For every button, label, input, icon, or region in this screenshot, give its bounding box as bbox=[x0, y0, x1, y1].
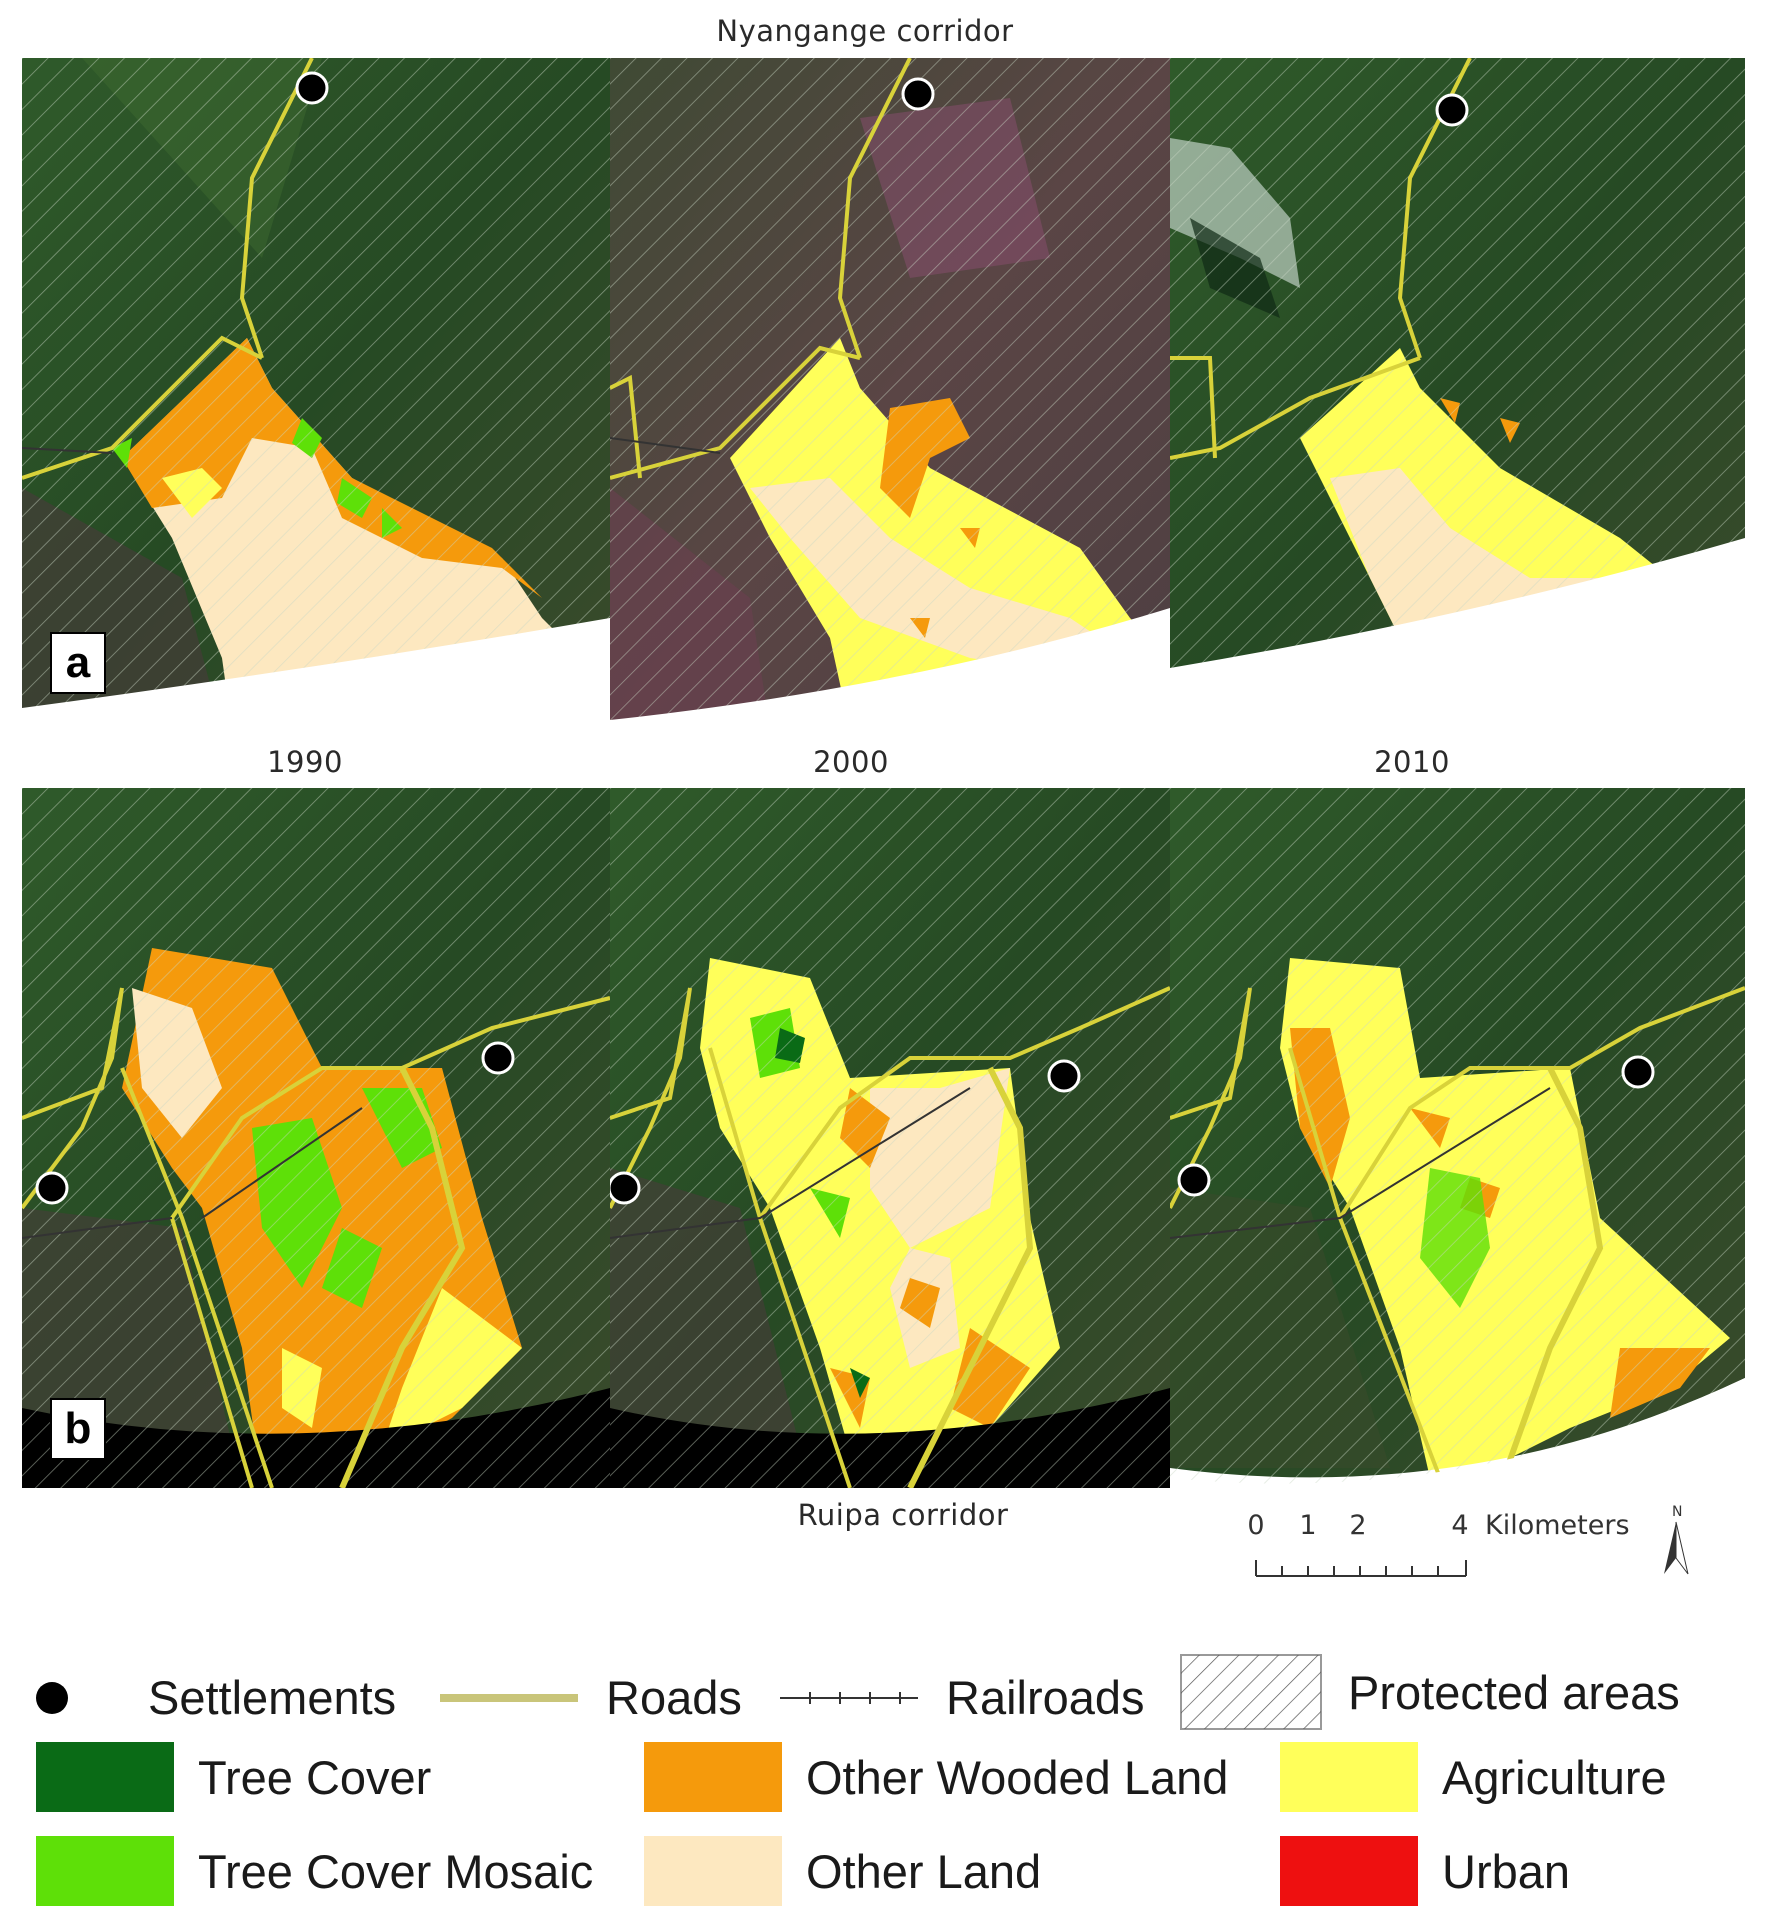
legend: Settlements Roads Railroads Protected ar… bbox=[0, 1640, 1767, 1923]
legend-class-other-land: Other Land bbox=[644, 1836, 1041, 1906]
map-panel-a-2010 bbox=[1170, 58, 1745, 730]
swatch-agriculture bbox=[1280, 1742, 1418, 1812]
map-panel-b-2000 bbox=[610, 788, 1170, 1488]
legend-tree-cover-label: Tree Cover bbox=[198, 1750, 432, 1804]
legend-other-land-label: Other Land bbox=[806, 1844, 1042, 1898]
legend-class-tree-cover-mosaic: Tree Cover Mosaic bbox=[36, 1836, 593, 1906]
map-a-2000-svg bbox=[610, 58, 1170, 730]
legend-class-other-wooded-land: Other Wooded Land bbox=[644, 1742, 1228, 1812]
swatch-other-wooded-land bbox=[644, 1742, 782, 1812]
scale-tick-4: 4 bbox=[1451, 1510, 1469, 1541]
north-arrow: N bbox=[1660, 1504, 1700, 1578]
legend-other-wooded-land-label: Other Wooded Land bbox=[806, 1750, 1229, 1804]
legend-railroads-label: Railroads bbox=[946, 1671, 1145, 1724]
legend-protected-areas-label: Protected areas bbox=[1348, 1665, 1680, 1719]
north-label: N bbox=[1672, 1504, 1683, 1520]
map-panel-b-1990: b bbox=[22, 788, 610, 1488]
scale-tick-0: 0 bbox=[1247, 1510, 1265, 1541]
map-a-1990-svg bbox=[22, 58, 610, 730]
legend-protected-areas: Protected areas bbox=[1180, 1654, 1680, 1730]
scale-unit: Kilometers bbox=[1485, 1510, 1630, 1541]
map-panel-b-2010 bbox=[1170, 788, 1745, 1488]
legend-roads: Roads bbox=[440, 1670, 742, 1725]
swatch-tree-cover-mosaic bbox=[36, 1836, 174, 1906]
scale-bar-graphic bbox=[1255, 1560, 1467, 1577]
title-ruipa: Ruipa corridor bbox=[797, 1498, 1009, 1532]
legend-class-urban: Urban bbox=[1280, 1836, 1570, 1906]
map-panel-a-2000 bbox=[610, 58, 1170, 730]
scale-bar: 0 1 2 4 Kilometers bbox=[1247, 1510, 1630, 1580]
railroad-line-icon bbox=[780, 1691, 918, 1704]
legend-tree-cover-mosaic-label: Tree Cover Mosaic bbox=[198, 1844, 594, 1898]
scale-tick-2: 2 bbox=[1349, 1510, 1367, 1541]
legend-roads-label: Roads bbox=[606, 1671, 742, 1724]
swatch-tree-cover bbox=[36, 1742, 174, 1812]
title-year-2000: 2000 bbox=[813, 745, 889, 779]
settlement-icon bbox=[36, 1681, 68, 1714]
title-year-1990: 1990 bbox=[267, 745, 343, 779]
legend-class-agriculture: Agriculture bbox=[1280, 1742, 1667, 1812]
legend-class-tree-cover: Tree Cover bbox=[36, 1742, 431, 1812]
scale-tick-1: 1 bbox=[1299, 1510, 1317, 1541]
map-b-2010-svg bbox=[1170, 788, 1745, 1488]
swatch-other-land bbox=[644, 1836, 782, 1906]
map-a-2010-svg bbox=[1170, 58, 1745, 730]
road-line-icon bbox=[440, 1693, 578, 1702]
title-year-2010: 2010 bbox=[1374, 745, 1450, 779]
legend-railroads: Railroads bbox=[780, 1670, 1145, 1725]
map-b-2000-svg bbox=[610, 788, 1170, 1488]
title-nyangange: Nyangange corridor bbox=[716, 14, 1014, 48]
panel-label-a: a bbox=[50, 632, 106, 694]
swatch-urban bbox=[1280, 1836, 1418, 1906]
legend-agriculture-label: Agriculture bbox=[1442, 1750, 1667, 1804]
north-arrow-icon bbox=[1664, 1521, 1689, 1575]
map-b-1990-svg bbox=[22, 788, 610, 1488]
legend-settlements-label: Settlements bbox=[148, 1671, 397, 1724]
panel-label-b: b bbox=[50, 1398, 106, 1460]
map-panel-a-1990: a bbox=[22, 58, 610, 730]
legend-settlements: Settlements bbox=[34, 1670, 396, 1725]
protected-area-hatch-icon bbox=[1180, 1654, 1322, 1730]
legend-urban-label: Urban bbox=[1442, 1844, 1571, 1898]
